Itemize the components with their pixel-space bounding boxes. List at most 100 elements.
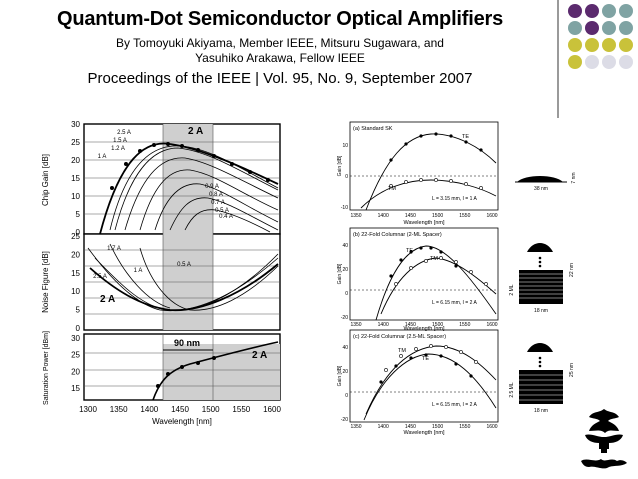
y-tick-label: -20 (341, 417, 348, 423)
panel-a-markers (110, 142, 270, 190)
x-tick-label: 1450 (405, 424, 416, 430)
right-figure-svg: (a) Standard SK (b) 22-Fold Columnar (2-… (337, 121, 499, 436)
y-tick-label: 20 (342, 267, 348, 273)
y-tick-label: 15 (71, 174, 80, 183)
decorative-dot (585, 21, 599, 35)
r-panel-c-xlabel: Wavelength [nm] (403, 430, 445, 436)
r-panel-b-tm-curve (380, 257, 497, 315)
r-panel-a-xticks: 1350 1400 1450 1500 1550 1600 (350, 213, 497, 219)
r-panel-c-te-curve (363, 353, 497, 421)
x-tick-label: 1300 (79, 405, 97, 414)
y-tick-label: 20 (71, 156, 80, 165)
x-tick-label: 1500 (432, 424, 443, 430)
panel-b-yticks: 25 20 15 10 5 0 (71, 232, 80, 333)
panel-b-main-curve (89, 263, 279, 312)
current-label: 1 A (134, 268, 143, 274)
decorative-dot (585, 4, 599, 18)
y-tick-label: 25 (71, 351, 80, 360)
panel-a-yticks: 30 25 20 15 10 5 0 (71, 120, 80, 237)
y-tick-label: 15 (71, 269, 80, 278)
r-panel-c-title: (c) 22-Fold Columnar (2.5-ML Spacer) (353, 334, 446, 340)
current-label: 1 A (98, 154, 107, 160)
dot-c-cap (527, 343, 553, 352)
panel-b-big-label: 2 A (100, 294, 115, 305)
dot-a-height: 7 nm (571, 172, 577, 183)
x-tick-label: 1450 (405, 213, 416, 219)
current-label: 2.5 A (93, 274, 107, 280)
y-tick-label: 40 (342, 243, 348, 249)
slide-title: Quantum-Dot Semiconductor Optical Amplif… (56, 8, 504, 30)
current-label: 0.5 A (215, 208, 229, 214)
x-tick-label: 1400 (378, 424, 389, 430)
current-label: 1.7 A (107, 246, 121, 252)
dot-structure-svg: 38 nm 7 nm 18 nm 22 nm 2 ML 18 nm 25 nm … (509, 172, 577, 414)
r-panel-c-tm: TM (398, 348, 406, 354)
panel-c-shade (163, 344, 280, 400)
x-tick-label: 1400 (378, 322, 389, 328)
dot-c-width: 18 nm (534, 408, 548, 414)
r-panel-b-yticks: 40 20 0 -20 (341, 243, 348, 321)
university-logo (575, 405, 633, 475)
x-tick-label: 1550 (459, 213, 470, 219)
x-tick-label: 1550 (459, 424, 470, 430)
left-figure: Chip Gain [dB] Noise Figure [dB] Saturat… (40, 118, 286, 436)
dot-c-spacer: 2.5 ML (509, 382, 515, 398)
panel-a-current-labels: 2.5 A 1.5 A 1.2 A 1 A 0.9 A 0.8 A 0.7 A 0.5 A0.… (98, 130, 233, 220)
y-tick-label: -20 (341, 315, 348, 321)
x-tick-label: 1500 (432, 322, 443, 328)
decorative-dot (602, 55, 616, 69)
decorative-dot (602, 21, 616, 35)
y-tick-label: 25 (71, 138, 80, 147)
r-panel-b-xlabel: Wavelength [nm] (403, 326, 445, 332)
left-figure-svg: Chip Gain [dB] Noise Figure [dB] Saturat… (41, 120, 281, 426)
r-panel-a-te: TE (462, 134, 469, 140)
decorative-dot (602, 38, 616, 52)
r-panel-b-te: TE (406, 248, 413, 254)
decorative-dot (619, 55, 633, 69)
dot-a-shape (517, 176, 563, 182)
r-panel-b-tm: TM (430, 256, 438, 262)
x-tick-label: 1500 (202, 405, 220, 414)
panel-c-grid (84, 334, 280, 400)
y-tick-label: 30 (71, 334, 80, 343)
panel-c-span-label: 90 nm (174, 338, 200, 348)
panel-c-ylabel: Saturation Power [dBm] (43, 331, 50, 405)
x-tick-label: 1350 (350, 322, 361, 328)
panel-c-big-label: 2 A (252, 350, 267, 361)
r-panel-a-te-markers (389, 132, 483, 162)
dot-b-width: 18 nm (534, 308, 548, 314)
y-tick-label: 20 (342, 369, 348, 375)
y-tick-label: 0 (76, 228, 81, 237)
current-label: 1.2 A (111, 146, 125, 152)
dot-b-column (519, 256, 563, 304)
x-tick-label: 1350 (350, 213, 361, 219)
divider-line (557, 0, 559, 118)
r-panel-c-tm-curve (365, 345, 497, 415)
dot-b-height: 22 nm (569, 263, 575, 277)
dot-c-layers (519, 374, 563, 401)
decorative-dot (568, 55, 582, 69)
y-tick-label: 10 (342, 143, 348, 149)
dot-b-cap (527, 243, 553, 252)
panel-b-ylabel: Noise Figure [dB] (41, 251, 50, 313)
y-tick-label: 25 (71, 232, 80, 241)
current-label: 0.5 A (177, 262, 191, 268)
r-panel-a-yticks: 10 0 -10 (341, 143, 348, 211)
r-panel-b-xticks: 1350 1400 1450 1500 1550 1600 (350, 322, 497, 328)
panel-b-labels: 1.7 A 1 A 2.5 A 0.5 A (93, 246, 191, 280)
r-panel-a-frame (349, 121, 499, 211)
current-label: 0.7 A (211, 200, 225, 206)
r-panel-b-te-curve (375, 245, 497, 321)
r-panel-c-te-markers (379, 353, 473, 384)
current-label: 0.4 A (219, 214, 233, 220)
authors-line-1: By Tomoyuki Akiyama, Member IEEE, Mitsur… (116, 36, 444, 50)
r-panel-a-xlabel: Wavelength [nm] (403, 220, 445, 226)
current-label: 1.5 A (113, 138, 127, 144)
dot-a-width: 38 nm (534, 186, 548, 192)
x-tick-label: 1400 (378, 213, 389, 219)
r-panel-b-te-markers (389, 246, 458, 278)
decorative-dot (568, 4, 582, 18)
r-panel-c-note: L = 6.15 mm, I = 2 A (432, 402, 478, 408)
panel-a-shade (163, 124, 213, 234)
y-tick-label: 5 (76, 306, 81, 315)
